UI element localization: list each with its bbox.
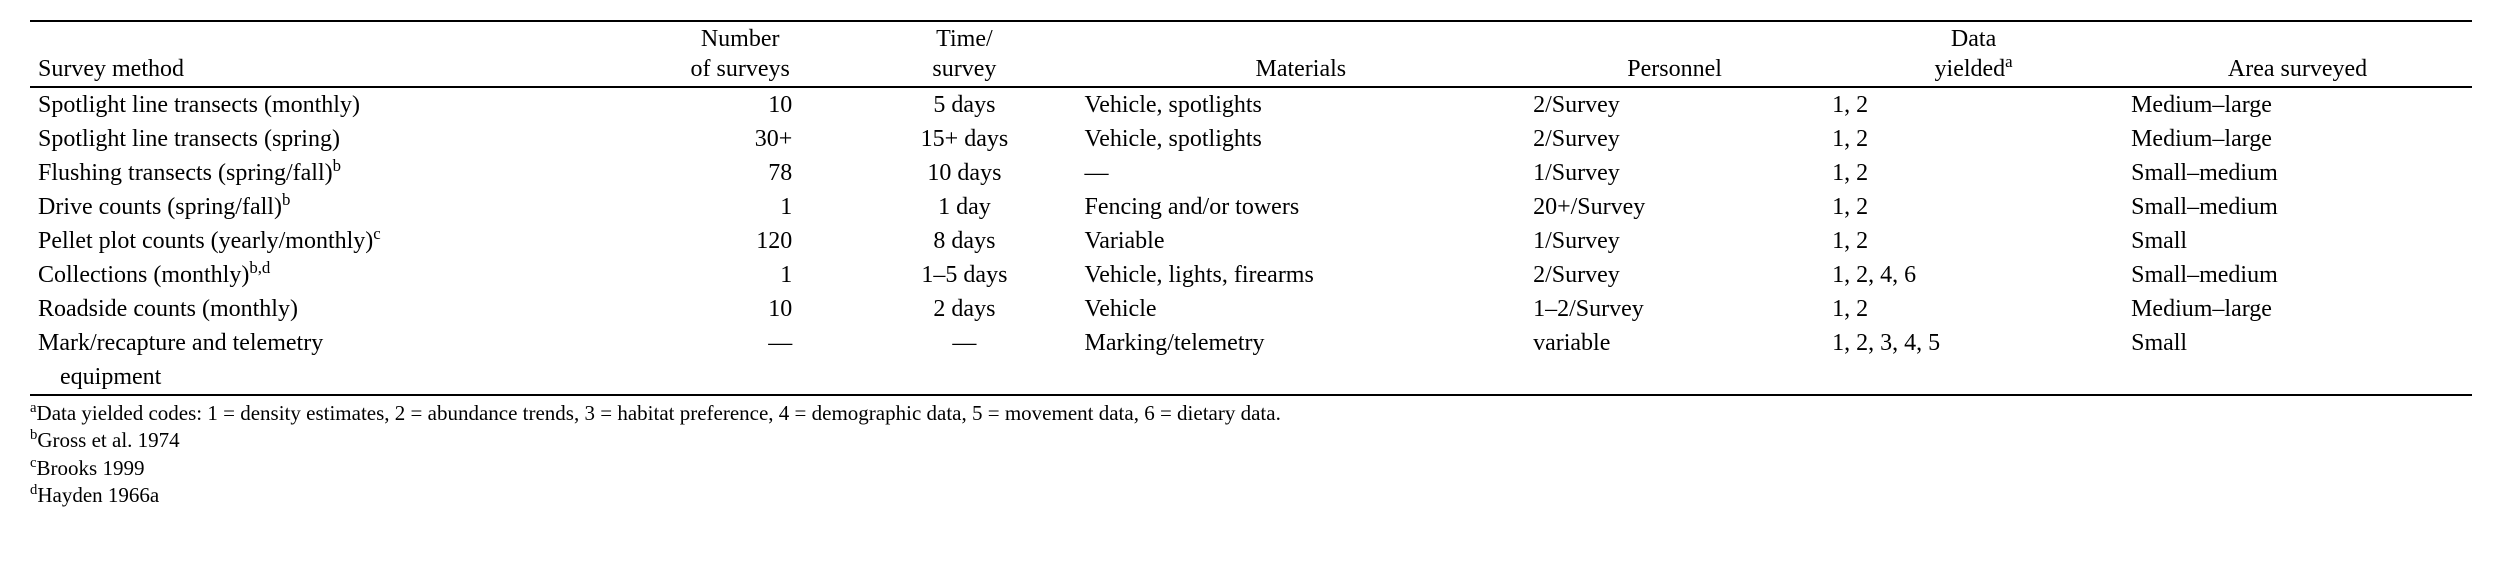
cell-area: Small–medium [2123,156,2472,190]
cell-data: 1, 2 [1824,122,2123,156]
table-row: Drive counts (spring/fall)b11 dayFencing… [30,190,2472,224]
cell-personnel: 1/Survey [1525,224,1824,258]
cell-time: 2 days [852,292,1076,326]
table-row-continuation: equipment [30,360,2472,395]
cell-method: Mark/recapture and telemetry [30,326,628,360]
cell-area: Medium–large [2123,292,2472,326]
cell-method: Flushing transects (spring/fall)b [30,156,628,190]
cell-personnel: 2/Survey [1525,87,1824,122]
cell-materials: Vehicle, lights, firearms [1077,258,1526,292]
cell-data: 1, 2 [1824,292,2123,326]
table-row: Spotlight line transects (monthly)105 da… [30,87,2472,122]
cell-method: Pellet plot counts (yearly/monthly)c [30,224,628,258]
cell-num: 120 [628,224,852,258]
cell-method: Roadside counts (monthly) [30,292,628,326]
cell-num: 30+ [628,122,852,156]
table-row: Collections (monthly)b,d11–5 daysVehicle… [30,258,2472,292]
table-row: Roadside counts (monthly)102 daysVehicle… [30,292,2472,326]
footnote-d: dHayden 1966a [30,482,2472,509]
table-header-row: Survey method Numberof surveys Time/surv… [30,21,2472,87]
cell-num: — [628,326,852,360]
cell-data: 1, 2 [1824,190,2123,224]
cell-personnel: variable [1525,326,1824,360]
cell-data: 1, 2 [1824,156,2123,190]
cell-materials: Variable [1077,224,1526,258]
cell-time: 8 days [852,224,1076,258]
cell-personnel: 1/Survey [1525,156,1824,190]
col-header-personnel: Personnel [1525,21,1824,87]
table-row: Pellet plot counts (yearly/monthly)c1208… [30,224,2472,258]
cell-num: 1 [628,190,852,224]
cell-data: 1, 2 [1824,87,2123,122]
cell-personnel: 20+/Survey [1525,190,1824,224]
cell-area: Medium–large [2123,87,2472,122]
cell-time: 5 days [852,87,1076,122]
cell-area: Small–medium [2123,258,2472,292]
table-body: Spotlight line transects (monthly)105 da… [30,87,2472,395]
cell-data: 1, 2, 4, 6 [1824,258,2123,292]
cell-personnel: 2/Survey [1525,258,1824,292]
table-row: Spotlight line transects (spring)30+15+ … [30,122,2472,156]
footnotes: aData yielded codes: 1 = density estimat… [30,400,2472,509]
cell-materials: Marking/telemetry [1077,326,1526,360]
col-header-num: Numberof surveys [628,21,852,87]
cell-area: Small–medium [2123,190,2472,224]
survey-methods-table: Survey method Numberof surveys Time/surv… [30,20,2472,396]
cell-method: Spotlight line transects (monthly) [30,87,628,122]
cell-time: — [852,326,1076,360]
cell-area: Medium–large [2123,122,2472,156]
cell-time: 10 days [852,156,1076,190]
footnote-c: cBrooks 1999 [30,455,2472,482]
cell-time: 15+ days [852,122,1076,156]
col-header-method: Survey method [30,21,628,87]
col-header-area: Area surveyed [2123,21,2472,87]
cell-num: 10 [628,292,852,326]
cell-data: 1, 2, 3, 4, 5 [1824,326,2123,360]
col-header-time: Time/survey [852,21,1076,87]
cell-materials: Vehicle [1077,292,1526,326]
table-row: Mark/recapture and telemetry——Marking/te… [30,326,2472,360]
cell-method: Drive counts (spring/fall)b [30,190,628,224]
cell-time: 1 day [852,190,1076,224]
cell-num: 78 [628,156,852,190]
cell-materials: Vehicle, spotlights [1077,122,1526,156]
cell-time: 1–5 days [852,258,1076,292]
footnote-a: aData yielded codes: 1 = density estimat… [30,400,2472,427]
col-header-materials: Materials [1077,21,1526,87]
cell-materials: Fencing and/or towers [1077,190,1526,224]
cell-personnel: 1–2/Survey [1525,292,1824,326]
cell-num: 10 [628,87,852,122]
cell-materials: Vehicle, spotlights [1077,87,1526,122]
cell-method: Collections (monthly)b,d [30,258,628,292]
table-row: Flushing transects (spring/fall)b7810 da… [30,156,2472,190]
footnote-b: bGross et al. 1974 [30,427,2472,454]
cell-materials: — [1077,156,1526,190]
cell-personnel: 2/Survey [1525,122,1824,156]
col-header-data: Datayieldeda [1824,21,2123,87]
cell-num: 1 [628,258,852,292]
cell-method-cont: equipment [30,360,628,395]
cell-method: Spotlight line transects (spring) [30,122,628,156]
cell-area: Small [2123,224,2472,258]
cell-data: 1, 2 [1824,224,2123,258]
cell-area: Small [2123,326,2472,360]
